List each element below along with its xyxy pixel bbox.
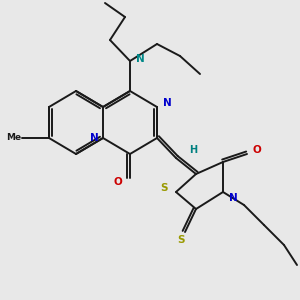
Text: S: S: [160, 183, 168, 193]
Text: N: N: [90, 133, 98, 143]
Text: O: O: [114, 177, 122, 187]
Text: S: S: [177, 235, 185, 245]
Text: N: N: [229, 193, 237, 203]
Text: Me: Me: [6, 134, 22, 142]
Text: H: H: [189, 145, 197, 155]
Text: N: N: [163, 98, 171, 108]
Text: O: O: [253, 145, 261, 155]
Text: N: N: [136, 54, 144, 64]
